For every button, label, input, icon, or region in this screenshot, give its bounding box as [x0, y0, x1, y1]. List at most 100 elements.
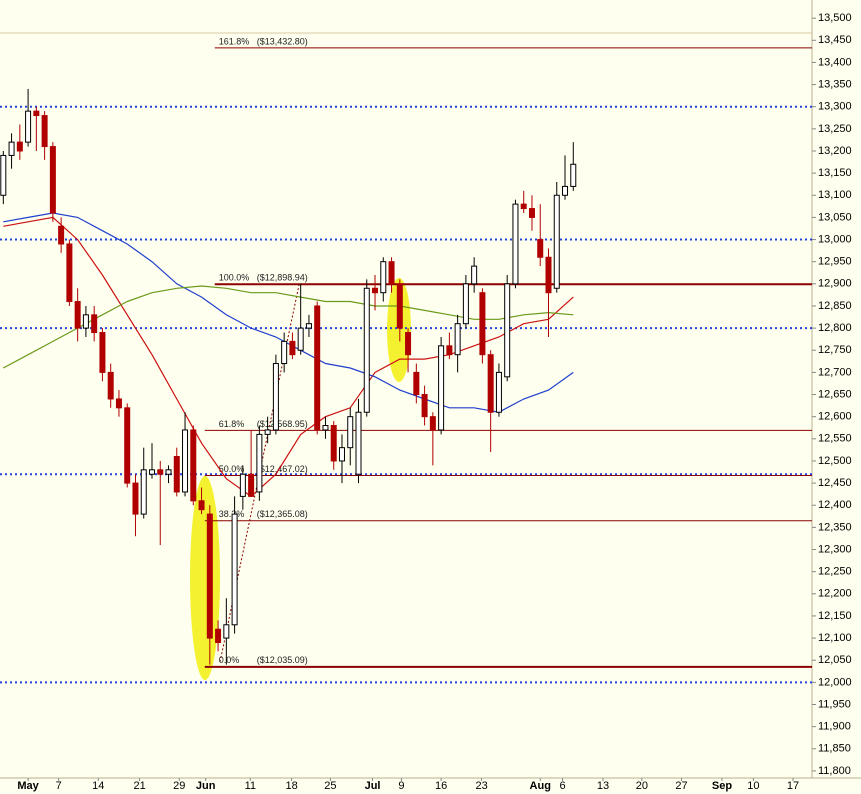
candle-body — [198, 500, 205, 511]
candle-body — [363, 287, 370, 413]
y-tick-label: 12,550 — [818, 433, 852, 445]
fib-price: ($12,035.09) — [257, 655, 308, 665]
candle-body — [256, 433, 263, 493]
x-tick-label: Sep — [712, 780, 732, 792]
y-tick-label: 13,150 — [818, 167, 852, 179]
fib-ratio: 161.8% — [219, 36, 250, 46]
candle-body — [446, 345, 453, 356]
candle-body — [49, 146, 56, 214]
marks: 161.8% ($13,432.80) 100.0% ($12,898.94) 61.8… — [0, 36, 812, 684]
y-tick-label: 13,000 — [818, 233, 852, 245]
y-tick-label: 12,300 — [818, 543, 852, 555]
x-tick-label: 7 — [56, 780, 62, 792]
y-tick-label: 13,200 — [818, 145, 852, 157]
y-tick-label: 13,400 — [818, 56, 852, 68]
y-tick-label: 11,950 — [818, 698, 851, 710]
candle-body — [206, 513, 213, 639]
x-tick-label: 16 — [435, 780, 447, 792]
candle-body — [528, 208, 535, 218]
candle-body — [438, 345, 445, 431]
candle-body — [512, 203, 519, 285]
fib-ratio: 50.0% — [219, 464, 245, 474]
y-tick-label: 12,450 — [818, 477, 852, 489]
y-tick-label: 13,100 — [818, 189, 852, 201]
y-tick-label: 11,900 — [818, 721, 851, 733]
candle-body — [16, 141, 23, 152]
y-tick-label: 12,600 — [818, 411, 852, 423]
candle-body — [248, 473, 255, 497]
candle-body — [148, 469, 155, 475]
y-tick-label: 12,000 — [818, 676, 852, 688]
y-tick-label: 12,750 — [818, 344, 852, 356]
highlight — [387, 278, 411, 382]
x-tick-label: 29 — [173, 780, 185, 792]
candle-body — [322, 425, 329, 431]
y-axis-area — [812, 0, 861, 794]
candle-body — [41, 115, 48, 148]
candle-body — [380, 261, 387, 294]
candle-body — [495, 371, 502, 413]
candle-body — [355, 411, 362, 475]
y-tick-label: 12,400 — [818, 499, 852, 511]
candle-body — [338, 447, 345, 462]
candle-body — [479, 292, 486, 356]
y-tick-label: 12,850 — [818, 300, 852, 312]
candle-body — [0, 154, 7, 196]
x-tick-label: Aug — [530, 780, 551, 792]
candle-body — [264, 429, 271, 435]
candle-body — [330, 425, 337, 462]
candle-body — [562, 185, 569, 196]
candle-body — [33, 110, 40, 117]
y-tick-label: 12,500 — [818, 455, 852, 467]
x-tick-label: 10 — [747, 780, 759, 792]
y-tick-label: 11,850 — [818, 743, 851, 755]
candle-body — [124, 407, 131, 484]
y-tick-label: 13,050 — [818, 211, 852, 223]
candle-body — [429, 416, 436, 431]
y-tick-label: 12,050 — [818, 654, 852, 666]
candle-body — [372, 287, 379, 294]
candle-body — [140, 469, 147, 515]
y-tick-label: 12,100 — [818, 632, 852, 644]
x-tick-label: 11 — [245, 780, 256, 792]
y-tick-label: 12,800 — [818, 322, 852, 334]
candle-body — [545, 256, 552, 294]
candle-body — [115, 398, 122, 409]
candle-body — [462, 283, 469, 325]
candle-body — [297, 327, 304, 351]
y-tick-label: 12,200 — [818, 588, 852, 600]
candle-body — [471, 265, 478, 285]
x-tick-label: 9 — [398, 780, 404, 792]
x-tick-label: 27 — [675, 780, 687, 792]
candle-body — [454, 323, 461, 356]
y-tick-label: 12,250 — [818, 566, 852, 578]
candle-body — [182, 429, 189, 493]
candle-body — [173, 456, 180, 493]
candle-body — [82, 314, 89, 329]
candle-body — [272, 363, 279, 431]
candle-body — [157, 469, 164, 475]
fib-price: ($13,432.80) — [257, 36, 308, 46]
y-tick-label: 12,150 — [818, 610, 852, 622]
candle-body — [190, 429, 197, 502]
fib-price: ($12,568.95) — [257, 419, 308, 429]
x-tick-label: 23 — [475, 780, 487, 792]
candle-body — [421, 394, 428, 418]
fib-ratio: 0.0% — [219, 655, 240, 665]
candle-body — [537, 239, 544, 258]
fib-ratio: 61.8% — [219, 419, 245, 429]
candle-body — [107, 371, 114, 400]
candle-body — [405, 332, 412, 356]
candle-body — [347, 416, 354, 449]
x-tick-label: 14 — [92, 780, 104, 792]
candle-body — [165, 469, 172, 475]
x-tick-label: 21 — [133, 780, 145, 792]
candle-body — [413, 371, 420, 396]
candle-body — [289, 340, 296, 356]
fib-ratio: 100.0% — [219, 273, 250, 283]
candle-body — [396, 283, 403, 329]
candle-body — [239, 473, 246, 497]
y-tick-label: 12,650 — [818, 388, 852, 400]
y-tick-label: 12,950 — [818, 256, 852, 268]
